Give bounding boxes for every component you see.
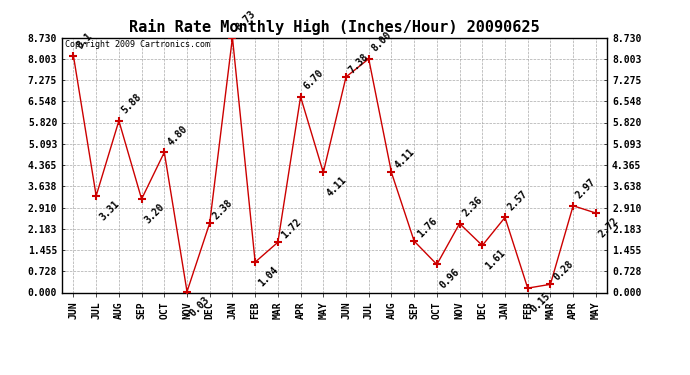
Text: 0.96: 0.96 xyxy=(438,267,462,291)
Text: 5.88: 5.88 xyxy=(120,92,144,116)
Text: 0.28: 0.28 xyxy=(551,259,575,283)
Text: 8.73: 8.73 xyxy=(234,9,257,32)
Text: 1.61: 1.61 xyxy=(484,248,507,272)
Text: 2.72: 2.72 xyxy=(597,216,621,239)
Text: 7.38: 7.38 xyxy=(347,52,371,75)
Text: 3.20: 3.20 xyxy=(143,202,166,225)
Text: 0.03: 0.03 xyxy=(188,294,212,318)
Text: 6.70: 6.70 xyxy=(302,68,326,92)
Text: 8.1: 8.1 xyxy=(75,31,94,51)
Text: 2.36: 2.36 xyxy=(461,195,484,218)
Text: 2.38: 2.38 xyxy=(211,198,235,221)
Text: 4.80: 4.80 xyxy=(166,123,189,147)
Text: 1.72: 1.72 xyxy=(279,217,303,241)
Title: Rain Rate Monthly High (Inches/Hour) 20090625: Rain Rate Monthly High (Inches/Hour) 200… xyxy=(129,19,540,35)
Text: 0.15: 0.15 xyxy=(529,291,553,314)
Text: 3.31: 3.31 xyxy=(97,198,121,222)
Text: 1.76: 1.76 xyxy=(415,216,439,240)
Text: 1.04: 1.04 xyxy=(256,265,280,288)
Text: 4.11: 4.11 xyxy=(393,147,416,171)
Text: 8.00: 8.00 xyxy=(370,30,393,54)
Text: 2.97: 2.97 xyxy=(574,177,598,201)
Text: 2.57: 2.57 xyxy=(506,189,530,212)
Text: Copyright 2009 Cartronics.com: Copyright 2009 Cartronics.com xyxy=(65,40,210,49)
Text: 4.11: 4.11 xyxy=(324,175,348,199)
